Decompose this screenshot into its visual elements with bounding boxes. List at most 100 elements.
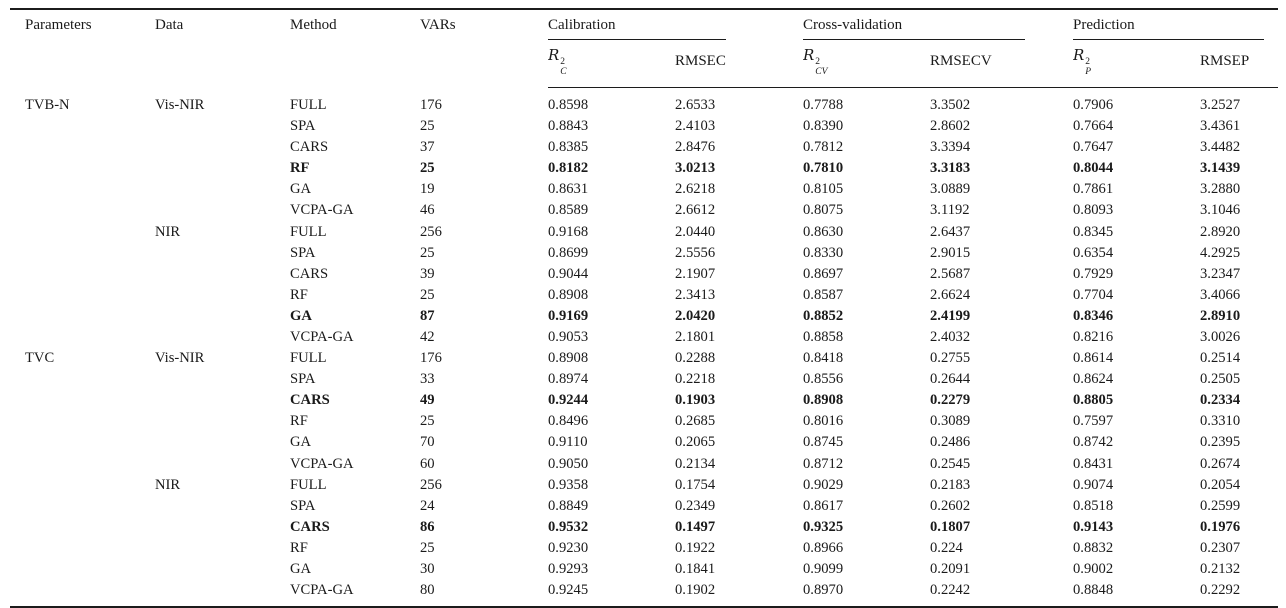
table-row: GA 87 0.9169 2.0420 0.8852 2.4199 0.8346… xyxy=(10,306,1278,327)
cell-vars: 87 xyxy=(420,307,435,324)
cell-rmsep: 0.2307 xyxy=(1200,539,1241,556)
cell-rmsep: 0.2132 xyxy=(1200,561,1241,577)
cell-r2cv: 0.7812 xyxy=(803,139,844,156)
cell-r2c: 0.9044 xyxy=(548,265,589,282)
cell-method: RF xyxy=(290,160,310,177)
cell-vars: 70 xyxy=(420,434,435,451)
cell-method: SPA xyxy=(290,118,316,135)
cell-data xyxy=(155,559,290,580)
cell-rmsep: 0.2674 xyxy=(1200,455,1241,472)
cell-r2p: 0.9002 xyxy=(1073,561,1114,577)
cell-r2p: 0.7664 xyxy=(1073,118,1114,135)
table-row: SPA 24 0.8849 0.2349 0.8617 0.2602 0.851… xyxy=(10,496,1278,517)
cell-r2c: 0.9358 xyxy=(548,476,589,493)
cell-rmsecv: 3.3394 xyxy=(930,139,971,156)
table-header: Parameters Data Method VARs Calibration … xyxy=(10,9,1278,88)
cell-r2p: 0.8346 xyxy=(1073,307,1114,324)
cell-rmsep: 3.2347 xyxy=(1200,265,1241,282)
cell-r2p: 0.6354 xyxy=(1073,244,1114,261)
cell-parameter xyxy=(10,116,155,137)
cell-rmsecv: 0.2755 xyxy=(930,350,971,367)
cell-parameter xyxy=(10,496,155,517)
cell-rmsec: 0.2685 xyxy=(675,413,716,430)
cell-rmsecv: 0.2545 xyxy=(930,455,971,472)
cell-r2c: 0.8589 xyxy=(548,202,589,219)
cell-r2p: 0.8044 xyxy=(1073,160,1114,177)
cell-vars: 25 xyxy=(420,286,435,303)
table-row: RF 25 0.9230 0.1922 0.8966 0.224 0.8832 … xyxy=(10,538,1278,559)
cell-method: SPA xyxy=(290,371,316,388)
cell-method: RF xyxy=(290,413,308,430)
results-table-container: Parameters Data Method VARs Calibration … xyxy=(10,8,1278,608)
col-header-method: Method xyxy=(290,17,337,33)
cell-vars: 42 xyxy=(420,328,435,345)
col-header-r2cv: R 2 CV xyxy=(803,40,930,88)
cell-r2cv: 0.8617 xyxy=(803,497,844,514)
cell-rmsep: 0.2054 xyxy=(1200,476,1241,493)
cell-vars: 19 xyxy=(420,181,435,198)
cell-rmsecv: 2.9015 xyxy=(930,244,971,261)
table-row: GA 19 0.8631 2.6218 0.8105 3.0889 0.7861… xyxy=(10,179,1278,200)
cell-rmsep: 0.1976 xyxy=(1200,518,1241,535)
cell-parameter xyxy=(10,411,155,432)
cell-r2c: 0.8631 xyxy=(548,181,589,198)
table-row: CARS 86 0.9532 0.1497 0.9325 0.1807 0.91… xyxy=(10,517,1278,538)
cell-r2c: 0.8385 xyxy=(548,139,589,156)
cell-vars: 33 xyxy=(420,371,435,388)
cell-data xyxy=(155,179,290,200)
cell-parameter xyxy=(10,243,155,264)
cell-r2c: 0.9532 xyxy=(548,518,589,535)
table-row: NIR FULL 256 0.9358 0.1754 0.9029 0.2183… xyxy=(10,475,1278,496)
cell-rmsec: 2.1907 xyxy=(675,265,716,282)
group-header-calibration: Calibration xyxy=(548,9,803,40)
cell-r2c: 0.8908 xyxy=(548,286,589,303)
cell-data xyxy=(155,496,290,517)
cell-r2c: 0.9053 xyxy=(548,328,589,345)
table-row: CARS 37 0.8385 2.8476 0.7812 3.3394 0.76… xyxy=(10,137,1278,158)
header-group-row: Parameters Data Method VARs Calibration … xyxy=(10,9,1278,40)
cell-parameter xyxy=(10,200,155,221)
cell-rmsep: 3.4482 xyxy=(1200,139,1241,156)
table-row: VCPA-GA 42 0.9053 2.1801 0.8858 2.4032 0… xyxy=(10,327,1278,348)
cell-parameter xyxy=(10,369,155,390)
cell-r2cv: 0.8966 xyxy=(803,539,844,556)
cell-rmsec: 0.2288 xyxy=(675,350,716,367)
cell-r2c: 0.8843 xyxy=(548,118,589,135)
table-row: RF 25 0.8496 0.2685 0.8016 0.3089 0.7597… xyxy=(10,411,1278,432)
cell-rmsec: 2.1801 xyxy=(675,328,716,345)
cell-r2c: 0.9244 xyxy=(548,392,589,409)
cell-rmsecv: 2.4199 xyxy=(930,307,971,324)
cell-method: FULL xyxy=(290,476,327,493)
cell-rmsec: 2.4103 xyxy=(675,118,716,135)
cell-parameter xyxy=(10,327,155,348)
col-header-parameters: Parameters xyxy=(25,17,92,33)
cell-r2c: 0.9169 xyxy=(548,307,589,324)
r2cv-symbol: R 2 CV xyxy=(803,46,828,77)
cell-r2cv: 0.8587 xyxy=(803,286,844,303)
cell-parameter xyxy=(10,158,155,179)
cell-r2cv: 0.8745 xyxy=(803,434,844,451)
cell-parameter xyxy=(10,264,155,285)
cell-rmsecv: 2.4032 xyxy=(930,328,971,345)
cell-r2p: 0.8431 xyxy=(1073,455,1114,472)
cell-rmsecv: 0.224 xyxy=(930,539,963,556)
cell-rmsec: 0.2134 xyxy=(675,455,716,472)
cell-vars: 25 xyxy=(420,413,435,430)
table-row: CARS 39 0.9044 2.1907 0.8697 2.5687 0.79… xyxy=(10,264,1278,285)
cell-r2p: 0.8614 xyxy=(1073,350,1114,367)
cell-method: GA xyxy=(290,561,312,577)
cell-r2c: 0.9168 xyxy=(548,223,589,240)
group-header-cross-validation: Cross-validation xyxy=(803,9,1073,40)
cell-rmsep: 0.2599 xyxy=(1200,497,1241,514)
col-header-vars: VARs xyxy=(420,17,456,33)
cell-rmsec: 2.6533 xyxy=(675,96,716,113)
cell-method: FULL xyxy=(290,223,327,240)
cell-r2c: 0.8598 xyxy=(548,96,589,113)
cell-vars: 25 xyxy=(420,244,435,261)
cell-rmsep: 2.8910 xyxy=(1200,307,1241,324)
cell-rmsep: 3.2880 xyxy=(1200,181,1241,198)
